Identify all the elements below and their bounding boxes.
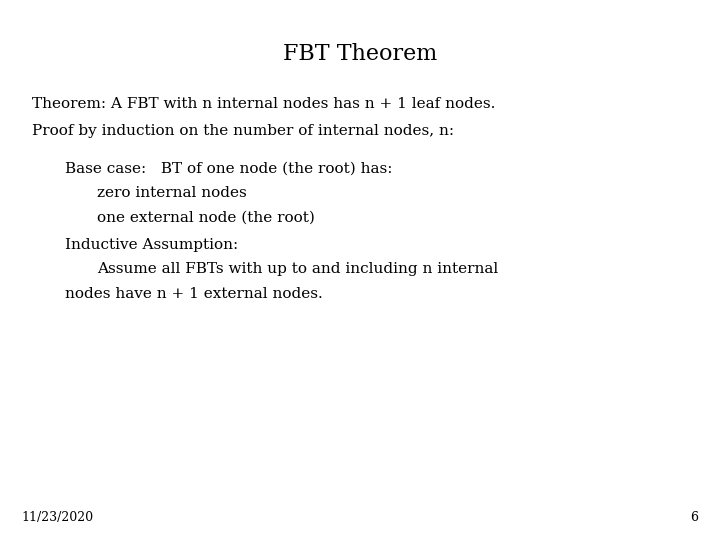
Text: Proof by induction on the number of internal nodes, n:: Proof by induction on the number of inte… (32, 124, 454, 138)
Text: FBT Theorem: FBT Theorem (283, 43, 437, 65)
Text: nodes have n + 1 external nodes.: nodes have n + 1 external nodes. (65, 287, 323, 301)
Text: Inductive Assumption:: Inductive Assumption: (65, 238, 238, 252)
Text: zero internal nodes: zero internal nodes (97, 186, 247, 200)
Text: 6: 6 (690, 511, 698, 524)
Text: Base case:   BT of one node (the root) has:: Base case: BT of one node (the root) has… (65, 162, 392, 176)
Text: Theorem: A FBT with n internal nodes has n + 1 leaf nodes.: Theorem: A FBT with n internal nodes has… (32, 97, 496, 111)
Text: Assume all FBTs with up to and including n internal: Assume all FBTs with up to and including… (97, 262, 498, 276)
Text: 11/23/2020: 11/23/2020 (22, 511, 94, 524)
Text: one external node (the root): one external node (the root) (97, 211, 315, 225)
